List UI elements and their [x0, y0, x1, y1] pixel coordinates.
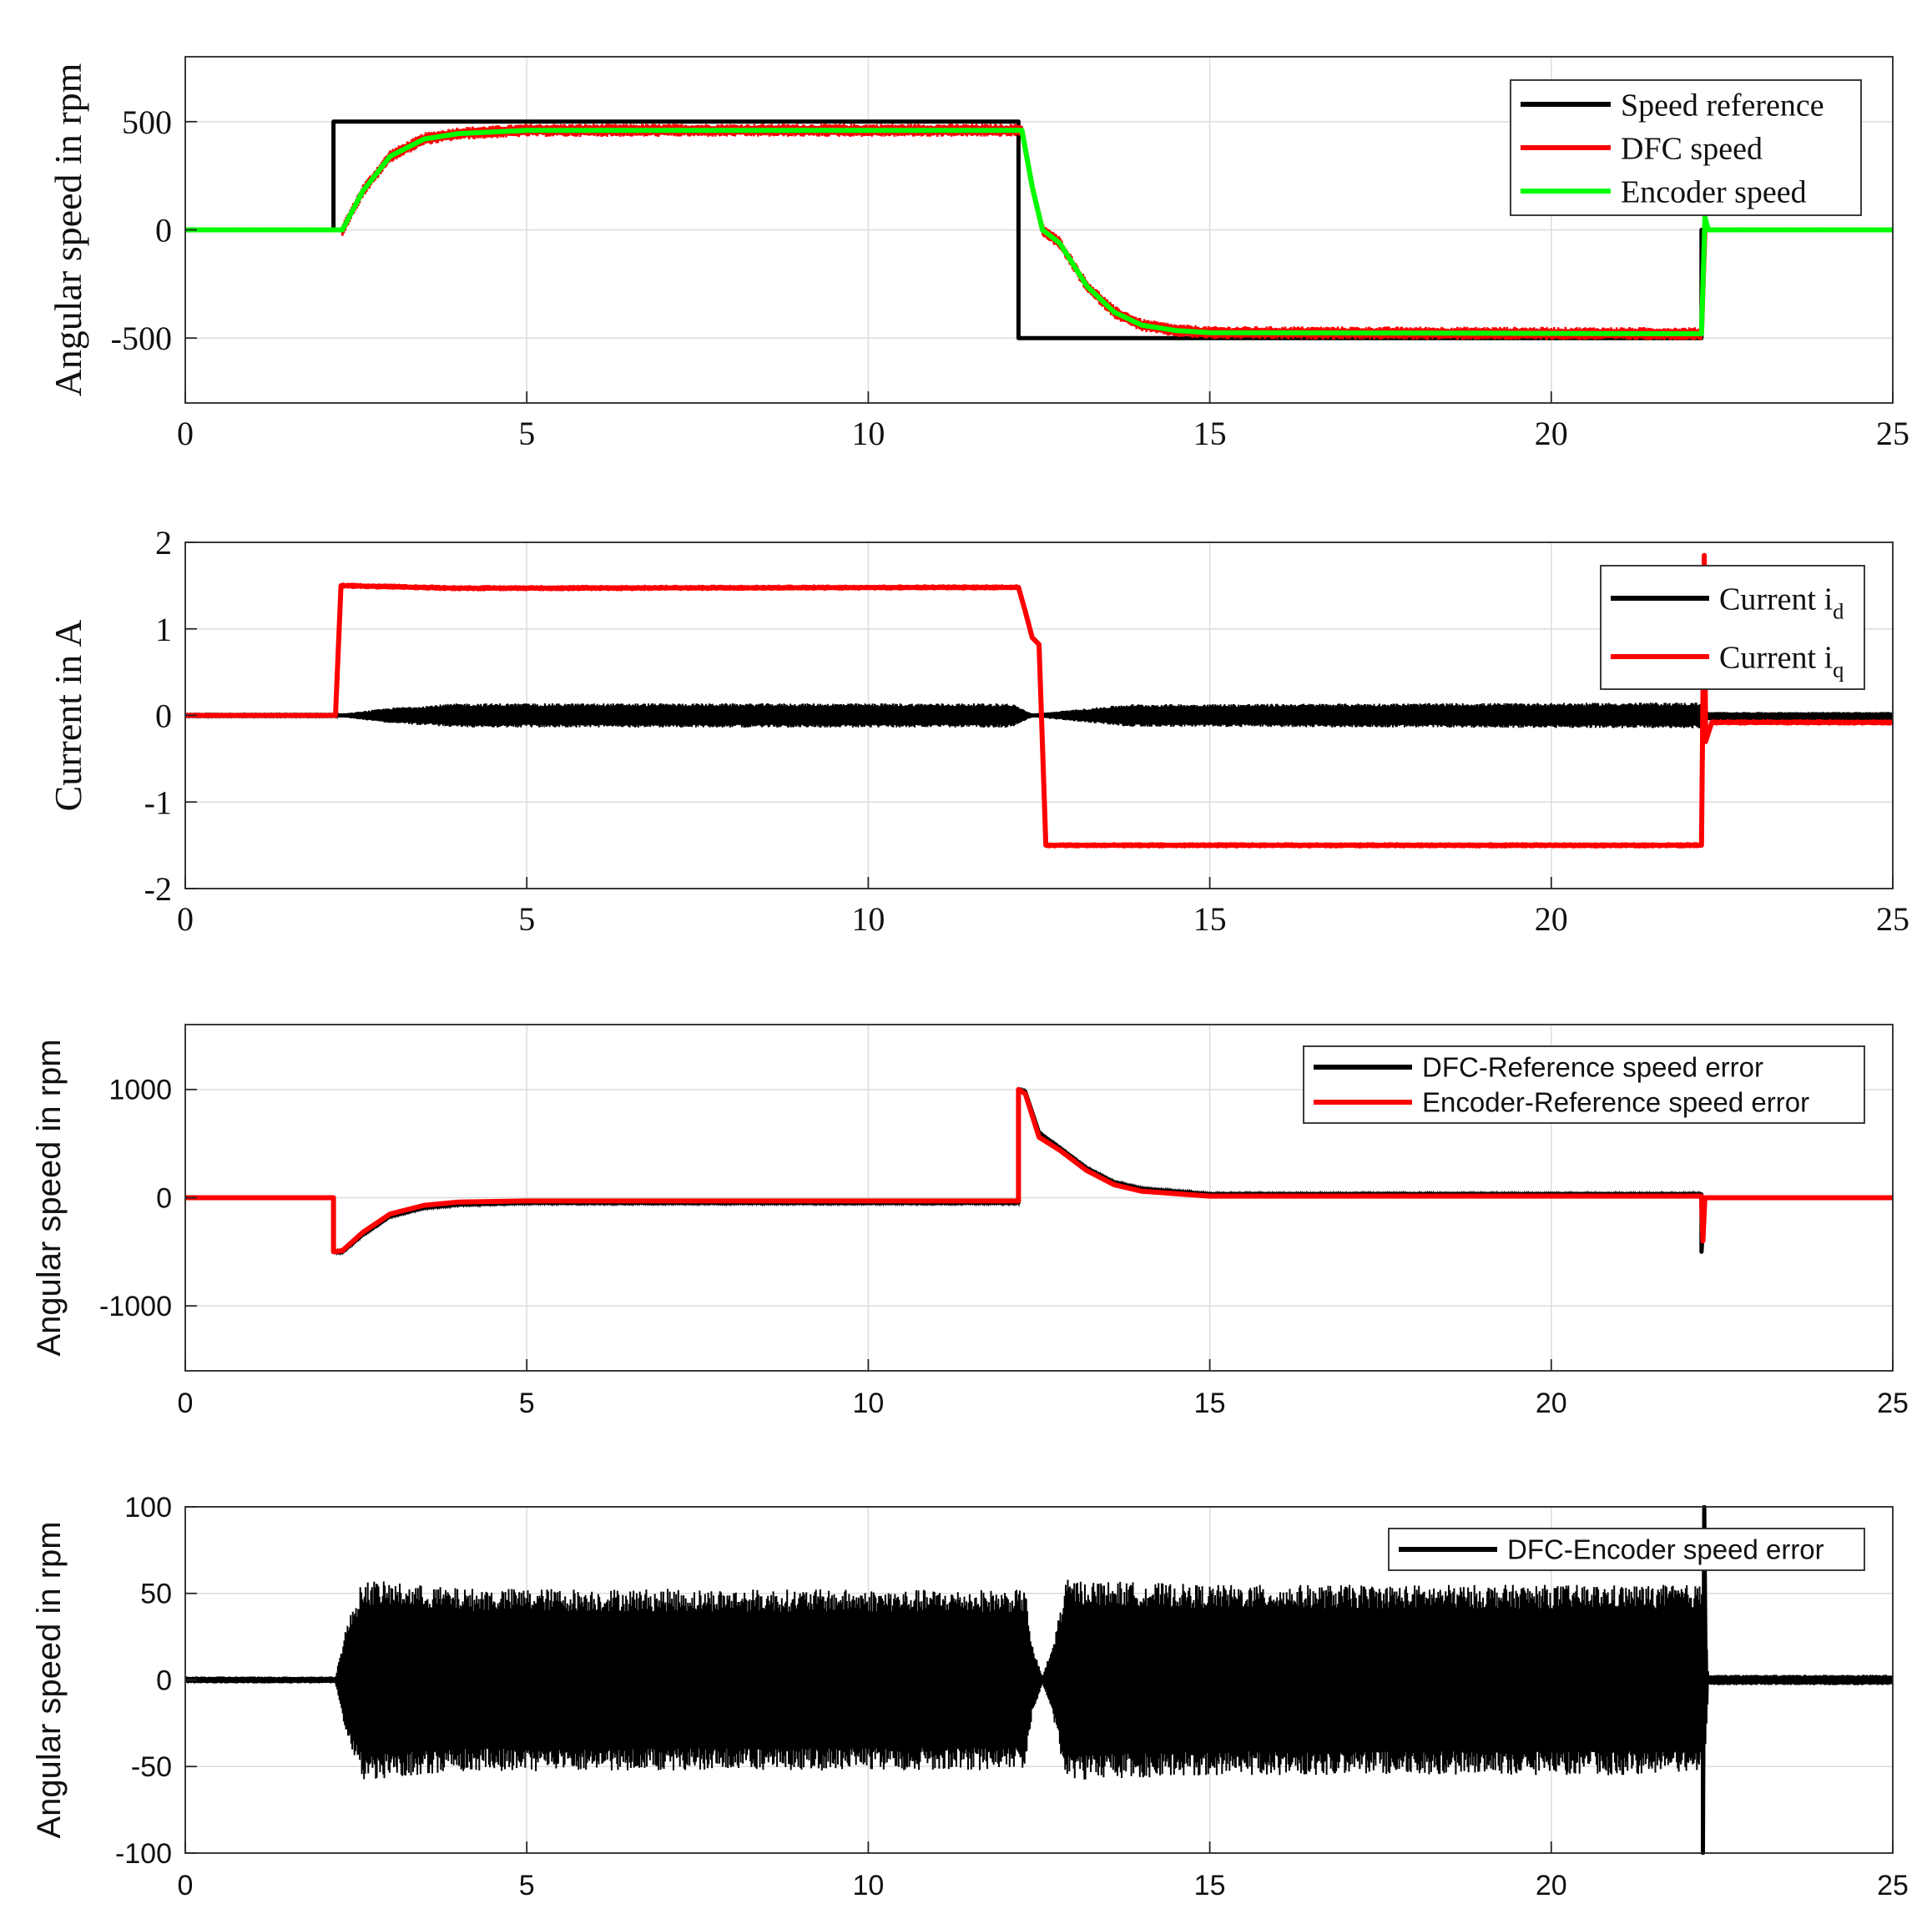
panel-1: 0 5 10 15 20 25 -500 0 500 Angular speed in rpm Sp… — [47, 56, 1909, 452]
y-tick-label: 500 — [122, 103, 172, 141]
x-tick-label: 20 — [1535, 900, 1568, 938]
y-axis-label: Angular speed in rpm — [31, 1521, 68, 1838]
legend: Speed reference DFC speed Encoder speed — [1510, 79, 1862, 216]
y-tick-label: -100 — [115, 1838, 172, 1870]
x-tick-label: 25 — [1877, 1870, 1909, 1901]
x-tick-label: 15 — [1193, 415, 1227, 452]
legend-box — [1303, 1045, 1865, 1124]
series-line — [185, 119, 1893, 340]
series-line — [185, 1505, 1893, 1855]
plot-area — [185, 1086, 1893, 1257]
plot-area — [185, 1505, 1893, 1855]
y-tick-label: -500 — [111, 320, 172, 357]
x-tick-label: 20 — [1536, 1870, 1567, 1901]
x-tick-label: 20 — [1536, 1388, 1567, 1419]
y-tick-label: 100 — [124, 1492, 172, 1524]
x-tick-label: 10 — [852, 1388, 884, 1419]
series-line — [185, 552, 1893, 849]
legend-box — [1600, 565, 1865, 690]
legend-label: Encoder speed — [1621, 174, 1807, 209]
x-tick-label: 10 — [851, 900, 885, 938]
y-axis-label: Angular speed in rpm — [31, 1039, 68, 1356]
panel-3: 0 5 10 15 20 25 -1000 0 1000 Angular speed in rpm… — [31, 1024, 1909, 1419]
y-tick-label: -50 — [131, 1751, 172, 1783]
x-tick-label: 0 — [178, 1870, 194, 1901]
legend: DFC-Reference speed error Encoder-Referen… — [1303, 1045, 1865, 1124]
y-tick-label: -1000 — [99, 1291, 172, 1322]
series-current-i-q — [185, 552, 1893, 849]
series-encoder-speed — [185, 128, 1893, 336]
series-dfc-encoder-speed-error — [185, 1505, 1893, 1855]
series-band — [185, 1579, 1893, 1780]
plot-area — [185, 119, 1893, 340]
legend-label: Speed reference — [1621, 88, 1824, 123]
legend-subscript: d — [1833, 599, 1844, 624]
y-axis-label: Angular speed in rpm — [47, 63, 89, 396]
x-tick-label: 5 — [518, 900, 535, 938]
legend-label: Encoder-Reference speed error — [1422, 1087, 1809, 1118]
x-tick-label: 0 — [177, 415, 194, 452]
legend-label: DFC-Reference speed error — [1422, 1052, 1763, 1083]
x-tick-label: 5 — [518, 415, 535, 452]
x-tick-label: 0 — [177, 900, 194, 938]
legend-label: DFC speed — [1621, 131, 1763, 166]
legend-label: Current id — [1719, 582, 1844, 623]
plot-area — [185, 552, 1893, 849]
y-axis-label: Current in A — [47, 620, 89, 812]
y-tick-label: -1 — [144, 783, 172, 821]
series-line — [185, 128, 1893, 336]
y-tick-label: 2 — [155, 524, 172, 562]
legend-label: Current iq — [1719, 640, 1844, 682]
y-tick-label: 50 — [140, 1579, 172, 1610]
x-tick-label: 5 — [519, 1388, 535, 1419]
x-tick-label: 25 — [1876, 900, 1909, 938]
series-line — [185, 1086, 1893, 1255]
x-tick-label: 0 — [178, 1388, 194, 1419]
y-tick-label: 0 — [156, 1182, 172, 1214]
y-tick-label: -2 — [144, 870, 172, 908]
legend: DFC-Encoder speed error — [1388, 1528, 1865, 1571]
x-tick-label: 25 — [1876, 415, 1909, 452]
panel-4: 0 5 10 15 20 25 -100 -50 0 50 100 Angular speed in … — [31, 1492, 1909, 1901]
y-tick-label: 0 — [155, 698, 172, 735]
legend-label: DFC-Encoder speed error — [1507, 1534, 1824, 1565]
x-tick-label: 15 — [1194, 1388, 1226, 1419]
y-tick-label: 0 — [155, 212, 172, 249]
series-speed-reference — [185, 119, 1893, 340]
y-tick-label: 1 — [155, 611, 172, 648]
series-encoder-reference-speed-error — [185, 1086, 1893, 1255]
x-tick-label: 10 — [852, 1870, 884, 1901]
x-tick-label: 10 — [851, 415, 885, 452]
x-tick-label: 15 — [1193, 900, 1227, 938]
x-tick-label: 15 — [1194, 1870, 1226, 1901]
legend: Current id Current iq — [1600, 565, 1865, 690]
y-tick-label: 0 — [156, 1665, 172, 1696]
legend-subscript: q — [1833, 657, 1844, 682]
y-tick-label: 1000 — [108, 1075, 172, 1106]
x-tick-label: 20 — [1535, 415, 1568, 452]
x-tick-label: 25 — [1877, 1388, 1909, 1419]
x-tick-label: 5 — [519, 1870, 535, 1901]
